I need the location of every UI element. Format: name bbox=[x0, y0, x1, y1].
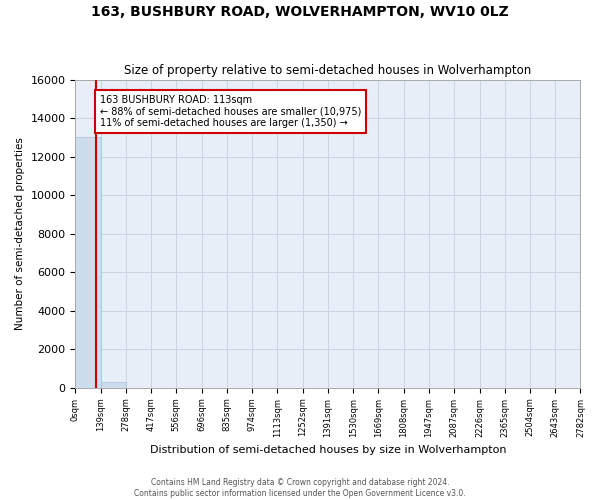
Bar bbox=[101, 382, 126, 388]
Text: 163, BUSHBURY ROAD, WOLVERHAMPTON, WV10 0LZ: 163, BUSHBURY ROAD, WOLVERHAMPTON, WV10 … bbox=[91, 5, 509, 19]
Title: Size of property relative to semi-detached houses in Wolverhampton: Size of property relative to semi-detach… bbox=[124, 64, 532, 77]
Text: 163 BUSHBURY ROAD: 113sqm
← 88% of semi-detached houses are smaller (10,975)
11%: 163 BUSHBURY ROAD: 113sqm ← 88% of semi-… bbox=[100, 95, 361, 128]
Y-axis label: Number of semi-detached properties: Number of semi-detached properties bbox=[15, 137, 25, 330]
X-axis label: Distribution of semi-detached houses by size in Wolverhampton: Distribution of semi-detached houses by … bbox=[150, 445, 506, 455]
Text: Contains HM Land Registry data © Crown copyright and database right 2024.
Contai: Contains HM Land Registry data © Crown c… bbox=[134, 478, 466, 498]
Bar bbox=[76, 138, 101, 388]
